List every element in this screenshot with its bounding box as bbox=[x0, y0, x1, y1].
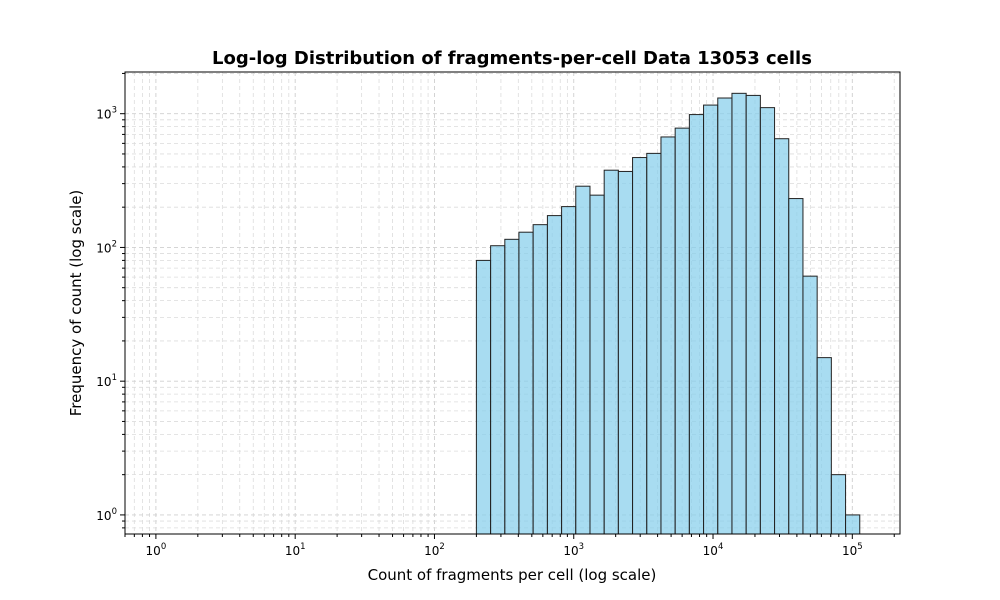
x-tick-label: 105 bbox=[842, 542, 863, 558]
histogram-bar bbox=[646, 152, 662, 535]
x-axis-label: Count of fragments per cell (log scale) bbox=[368, 566, 657, 584]
x-tick-label: 104 bbox=[703, 542, 724, 558]
y-tick-labels: 100 101 102 103 bbox=[96, 106, 117, 523]
histogram-bar bbox=[816, 357, 832, 535]
y-axis-label: Frequency of count (log scale) bbox=[67, 190, 85, 417]
x-tick-label: 101 bbox=[285, 542, 306, 558]
histogram-bar bbox=[490, 245, 506, 535]
x-tick-labels: 100 101 102 103 104 105 bbox=[146, 542, 863, 558]
y-tick-label: 101 bbox=[96, 373, 117, 389]
histogram-bar bbox=[688, 114, 705, 535]
histogram-bar bbox=[546, 215, 563, 535]
histogram-bar bbox=[589, 194, 605, 535]
histogram-bar bbox=[759, 107, 776, 535]
histogram-bar bbox=[518, 231, 534, 535]
x-tick-label: 102 bbox=[424, 542, 445, 558]
histogram-bar bbox=[504, 238, 520, 535]
histogram-bar bbox=[532, 224, 548, 535]
histogram-bar bbox=[674, 127, 690, 535]
x-tick-label: 103 bbox=[563, 542, 584, 558]
histogram-bars bbox=[475, 92, 861, 535]
x-tick-label: 100 bbox=[146, 542, 167, 558]
y-tick-label: 103 bbox=[96, 106, 117, 122]
histogram-bar bbox=[575, 185, 591, 535]
histogram-bar bbox=[830, 474, 847, 535]
histogram-bar bbox=[561, 206, 577, 535]
histogram-bar bbox=[603, 169, 619, 535]
chart-title: Log-log Distribution of fragments-per-ce… bbox=[212, 48, 812, 69]
histogram-bar bbox=[717, 97, 733, 535]
histogram-bar bbox=[475, 259, 492, 535]
axis-ticks bbox=[120, 72, 895, 539]
histogram-bar bbox=[845, 514, 861, 535]
histogram-bar bbox=[788, 198, 804, 535]
histogram-bar bbox=[632, 157, 648, 535]
histogram-bar bbox=[660, 136, 676, 535]
histogram-bar bbox=[802, 275, 818, 535]
plot-frame bbox=[124, 71, 901, 535]
histogram-bar bbox=[617, 170, 634, 535]
histogram-bar bbox=[774, 138, 790, 535]
histogram-bar bbox=[703, 104, 719, 535]
histogram-bar bbox=[731, 92, 747, 535]
y-tick-label: 100 bbox=[96, 507, 117, 523]
y-tick-label: 102 bbox=[96, 239, 117, 255]
histogram-bar bbox=[745, 94, 761, 535]
